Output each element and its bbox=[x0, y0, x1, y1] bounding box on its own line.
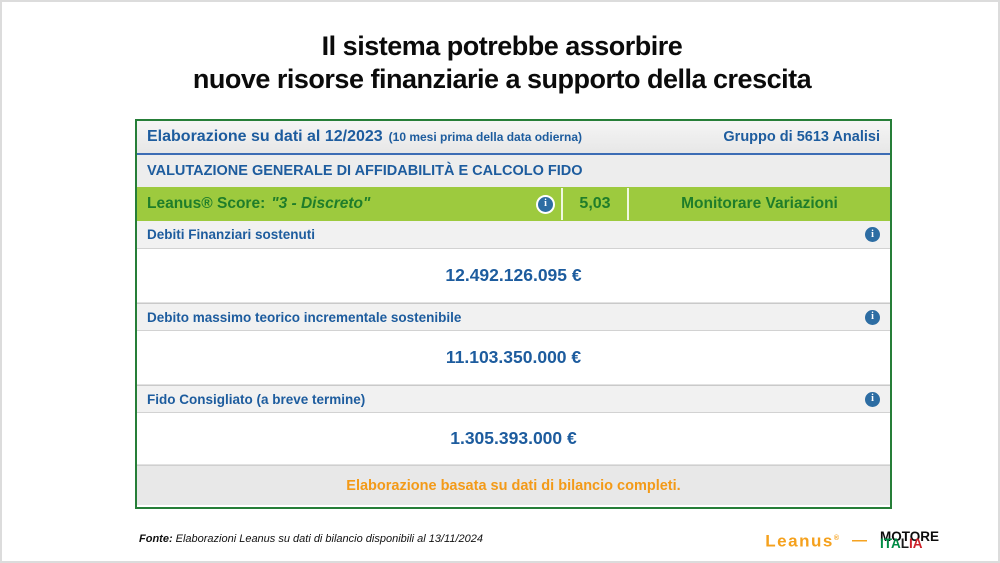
leanus-logo-text: Leanus bbox=[765, 531, 834, 551]
info-icon[interactable]: i bbox=[538, 196, 553, 212]
elaboration-date-note: (10 mesi prima della data odierna) bbox=[388, 130, 583, 144]
metric-value-row: 1.305.393.000 € bbox=[137, 413, 890, 465]
score-value-cell: 5,03 bbox=[563, 187, 627, 221]
source-note: Fonte: Elaborazioni Leanus su dati di bil… bbox=[139, 533, 483, 545]
motore-italia-logo: MOTORE ITALIA bbox=[879, 529, 939, 552]
source-note-text: Elaborazioni Leanus su dati di bilancio … bbox=[175, 533, 484, 545]
metric-value-row: 11.103.350.000 € bbox=[137, 331, 890, 385]
leanus-analysis-panel: Elaborazione su dati al 12/2023 (10 mesi… bbox=[135, 119, 892, 509]
metric-label: Fido Consigliato (a breve termine) bbox=[147, 391, 366, 407]
motore-logo-line2: ITALIA bbox=[879, 536, 939, 552]
panel-footer-note: Elaborazione basata su dati di bilancio … bbox=[346, 477, 681, 494]
cell-divider bbox=[561, 188, 563, 220]
elaboration-date-label: Elaborazione su dati al 12/2023 bbox=[147, 128, 383, 145]
slide-title-line2: nuove risorse finanziarie a supporto del… bbox=[192, 64, 812, 94]
section-title-row: VALUTAZIONE GENERALE DI AFFIDABILITÀ E C… bbox=[137, 155, 890, 187]
score-label-cell: Leanus® Score: "3 - Discreto" i bbox=[137, 187, 561, 221]
logo-separator-dash: — bbox=[851, 531, 867, 549]
slide-title-line1: Il sistema potrebbe assorbire bbox=[321, 31, 683, 61]
info-icon[interactable]: i bbox=[865, 227, 880, 242]
motore-logo-line1: MOTORE bbox=[879, 529, 939, 545]
leanus-logo: Leanus® bbox=[765, 529, 839, 552]
italia-green-letters: ITA bbox=[879, 536, 901, 552]
info-icon[interactable]: i bbox=[865, 309, 880, 325]
panel-footer-note-row: Elaborazione basata su dati di bilancio … bbox=[137, 465, 890, 505]
metric-label: Debito massimo teorico incrementale sost… bbox=[147, 309, 462, 325]
metric-label-row: Fido Consigliato (a breve termine) i bbox=[137, 385, 890, 413]
score-action-cell: Monitorare Variazioni bbox=[629, 187, 890, 221]
italia-black-letter: L bbox=[900, 536, 909, 552]
score-value: 5,03 bbox=[579, 195, 611, 212]
score-label: Leanus® Score: bbox=[147, 195, 266, 212]
registered-mark: ® bbox=[833, 535, 839, 542]
group-count-label: Gruppo di 5613 Analisi bbox=[723, 129, 880, 145]
score-rating: "3 - Discreto" bbox=[271, 195, 371, 212]
section-title: VALUTAZIONE GENERALE DI AFFIDABILITÀ E C… bbox=[147, 163, 583, 179]
italia-red-letters: IA bbox=[908, 536, 923, 552]
info-icon[interactable]: i bbox=[865, 391, 880, 407]
panel-header-left: Elaborazione su dati al 12/2023 (10 mesi… bbox=[147, 128, 582, 146]
score-action-label: Monitorare Variazioni bbox=[681, 195, 838, 212]
source-note-label: Fonte: bbox=[139, 533, 173, 545]
metric-value: 11.103.350.000 € bbox=[445, 347, 582, 367]
metric-label-row: Debiti Finanziari sostenuti i bbox=[137, 221, 890, 249]
metric-value: 1.305.393.000 € bbox=[450, 428, 577, 448]
metric-label-row: Debito massimo teorico incrementale sost… bbox=[137, 303, 890, 331]
slide-title: Il sistema potrebbe assorbire nuove riso… bbox=[2, 30, 1000, 96]
footer-logos: Leanus® — MOTORE ITALIA bbox=[765, 529, 939, 552]
metric-label: Debiti Finanziari sostenuti bbox=[147, 227, 316, 242]
cell-divider bbox=[627, 188, 629, 220]
leanus-score-row: Leanus® Score: "3 - Discreto" i 5,03 Mon… bbox=[137, 187, 890, 221]
panel-header-row: Elaborazione su dati al 12/2023 (10 mesi… bbox=[137, 121, 890, 155]
metric-value: 12.492.126.095 € bbox=[445, 265, 582, 285]
metric-value-row: 12.492.126.095 € bbox=[137, 249, 890, 303]
